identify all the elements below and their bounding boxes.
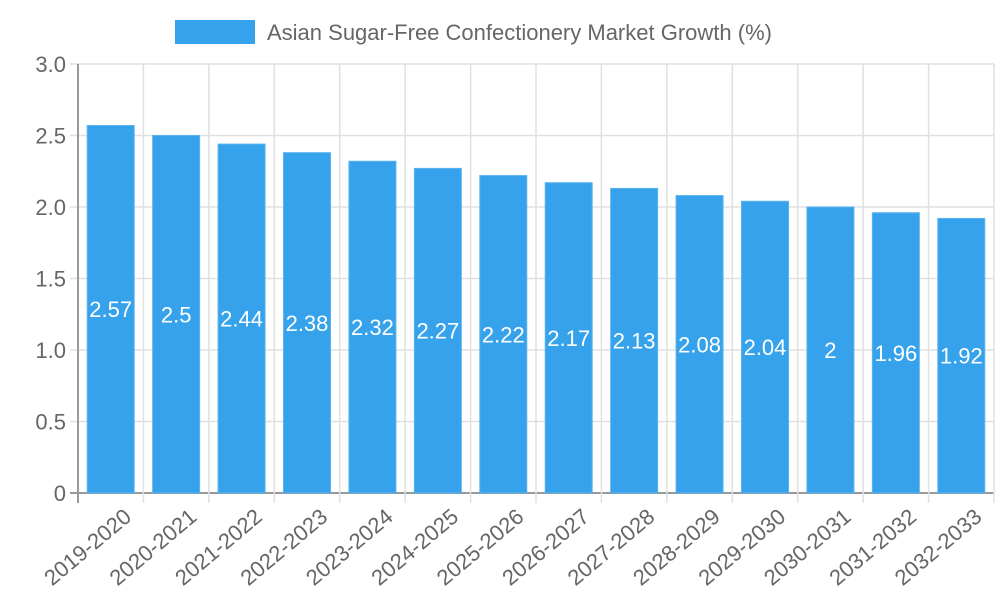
bar-value-label: 2.13 [613,329,656,354]
bar[interactable] [86,124,135,494]
bar[interactable] [741,200,789,494]
y-tick-label: 0 [54,481,66,506]
bar[interactable] [806,206,855,494]
bar-value-label: 1.96 [874,341,917,366]
legend-swatch [175,20,255,44]
bar-value-label: 2.32 [351,315,394,340]
y-tick-label: 1.0 [35,338,66,363]
y-tick-label: 3.0 [35,52,66,77]
legend-label: Asian Sugar-Free Confectionery Market Gr… [267,20,772,45]
y-tick-label: 2.0 [35,195,66,220]
bars: 2.57 2.5 2.44 2.38 2.32 2.27 2.22 2.17 2.13 2.08 2… [86,124,986,494]
bar[interactable] [479,175,528,494]
bar-value-label: 2 [824,338,836,363]
bar-value-label: 2.27 [416,319,459,344]
bar[interactable] [348,160,397,494]
y-tick-label: 0.5 [35,410,66,435]
bar[interactable] [413,167,462,494]
y-tick-label: 1.5 [35,267,66,292]
legend[interactable]: Asian Sugar-Free Confectionery Market Gr… [175,20,772,45]
bar-value-label: 2.22 [482,322,525,347]
bar[interactable] [152,135,201,494]
bar-value-label: 2.44 [220,307,263,332]
bar-value-label: 2.04 [744,335,787,360]
x-axis: 2019-20202020-20212021-20222022-20232023… [39,504,986,591]
bar-value-label: 2.5 [161,302,192,327]
y-tick-label: 2.5 [35,124,66,149]
bar-value-label: 2.17 [547,326,590,351]
bar[interactable] [610,187,659,494]
bar[interactable] [544,182,593,494]
bar[interactable] [283,152,331,494]
bar-value-label: 2.57 [89,297,132,322]
bar[interactable] [217,143,266,494]
bar-value-label: 1.92 [940,344,983,369]
bar-value-label: 2.08 [678,332,721,357]
y-axis: 0 0.5 1.0 1.5 2.0 2.5 3.0 [35,52,66,506]
bar[interactable] [937,217,986,494]
bar[interactable] [675,195,724,494]
bar-value-label: 2.38 [286,311,329,336]
grid-lines [70,63,995,503]
bar[interactable] [871,212,920,494]
